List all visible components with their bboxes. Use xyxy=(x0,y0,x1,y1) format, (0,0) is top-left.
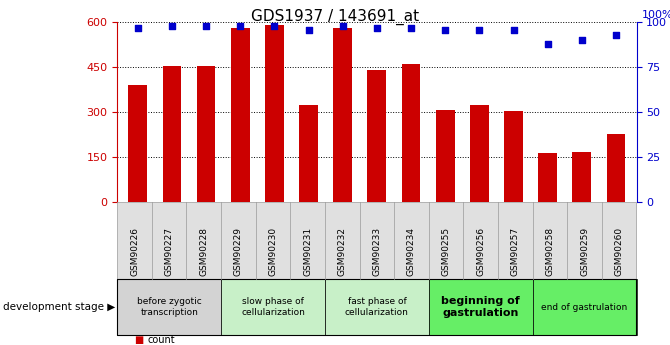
Text: GSM90230: GSM90230 xyxy=(269,227,277,276)
Text: GSM90228: GSM90228 xyxy=(199,227,208,276)
Point xyxy=(235,23,246,29)
Text: before zygotic
transcription: before zygotic transcription xyxy=(137,297,202,317)
Text: GSM90256: GSM90256 xyxy=(476,227,485,276)
Bar xyxy=(436,110,454,202)
Text: GSM90232: GSM90232 xyxy=(338,227,347,276)
Bar xyxy=(606,134,625,202)
Point xyxy=(371,25,382,31)
Point xyxy=(269,23,280,29)
Bar xyxy=(265,26,284,202)
Point xyxy=(576,38,587,43)
Point xyxy=(440,27,450,32)
Text: GSM90227: GSM90227 xyxy=(165,227,174,276)
Bar xyxy=(129,85,147,202)
Text: beginning of
gastrulation: beginning of gastrulation xyxy=(442,296,520,318)
Text: GSM90234: GSM90234 xyxy=(407,227,416,276)
Text: slow phase of
cellularization: slow phase of cellularization xyxy=(241,297,305,317)
Bar xyxy=(231,28,250,202)
Text: 100%: 100% xyxy=(642,10,670,20)
Text: ■: ■ xyxy=(134,335,143,345)
Point xyxy=(201,23,212,29)
Text: GSM90229: GSM90229 xyxy=(234,227,243,276)
Point xyxy=(133,25,143,31)
Point xyxy=(338,23,348,29)
Text: GDS1937 / 143691_at: GDS1937 / 143691_at xyxy=(251,9,419,25)
Point xyxy=(304,27,314,32)
Text: GSM90226: GSM90226 xyxy=(130,227,139,276)
Text: GSM90259: GSM90259 xyxy=(580,227,589,276)
Text: GSM90233: GSM90233 xyxy=(373,227,381,276)
Point xyxy=(474,27,484,32)
Text: GSM90255: GSM90255 xyxy=(442,227,451,276)
Point xyxy=(610,32,621,38)
Bar xyxy=(163,66,182,202)
Point xyxy=(167,23,178,29)
Point xyxy=(542,41,553,47)
Point xyxy=(405,25,416,31)
Bar xyxy=(572,152,591,202)
Text: GSM90258: GSM90258 xyxy=(545,227,555,276)
Text: end of gastrulation: end of gastrulation xyxy=(541,303,628,312)
Bar xyxy=(504,111,523,202)
Bar xyxy=(538,154,557,202)
Bar xyxy=(367,70,387,202)
Text: development stage ▶: development stage ▶ xyxy=(3,302,116,312)
Bar xyxy=(197,66,216,202)
Text: GSM90260: GSM90260 xyxy=(614,227,624,276)
Text: count: count xyxy=(147,335,175,345)
Bar xyxy=(333,28,352,202)
Bar xyxy=(401,64,421,202)
Text: GSM90257: GSM90257 xyxy=(511,227,520,276)
Bar xyxy=(470,105,488,202)
Bar xyxy=(299,105,318,202)
Text: GSM90231: GSM90231 xyxy=(303,227,312,276)
Point xyxy=(508,27,519,32)
Text: fast phase of
cellularization: fast phase of cellularization xyxy=(345,297,409,317)
